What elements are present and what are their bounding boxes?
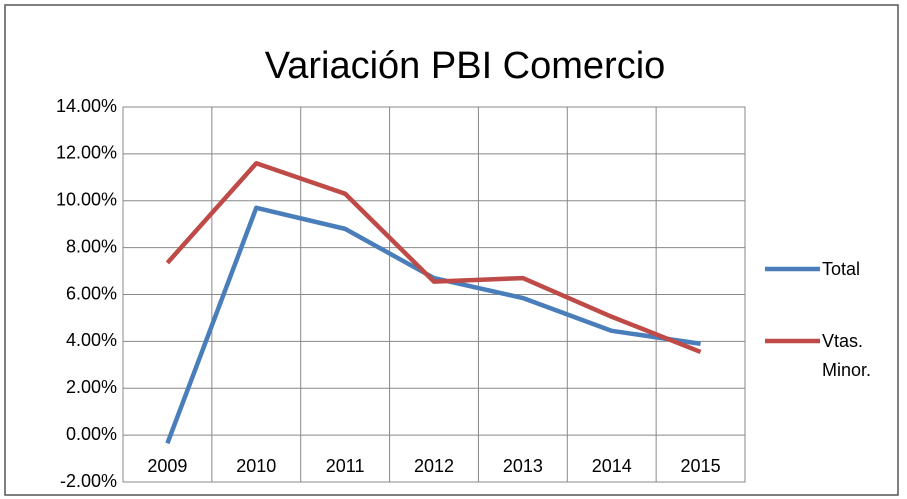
x-tick-label: 2014 <box>592 456 632 476</box>
chart-frame <box>4 4 899 496</box>
legend-label: Total <box>822 259 861 279</box>
legend-label: Vtas. Minor. <box>822 331 872 380</box>
x-tick-label: 2010 <box>236 456 276 476</box>
y-tick-label: 0.00% <box>66 424 117 444</box>
y-tick-label: 4.00% <box>66 330 117 350</box>
x-tick-label: 2015 <box>681 456 721 476</box>
x-tick-label: 2009 <box>147 456 187 476</box>
y-tick-label: 6.00% <box>66 283 117 303</box>
y-tick-label: 8.00% <box>66 236 117 256</box>
y-tick-label: 2.00% <box>66 377 117 397</box>
x-tick-label: 2011 <box>326 456 365 476</box>
series-line <box>165 205 701 445</box>
y-tick-label: 14.00% <box>56 96 117 116</box>
x-tick-label: 2013 <box>503 456 543 476</box>
chart-title: Variación PBI Comercio <box>265 45 666 87</box>
y-tick-label: 10.00% <box>56 190 117 210</box>
y-tick-label: -2.00% <box>60 471 117 491</box>
series-line <box>165 161 702 355</box>
x-tick-label: 2012 <box>414 456 454 476</box>
y-tick-label: 12.00% <box>56 143 117 163</box>
